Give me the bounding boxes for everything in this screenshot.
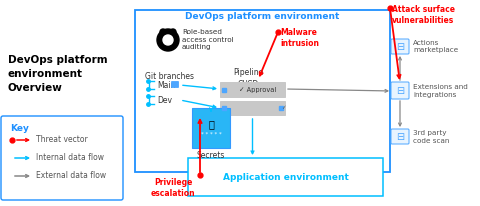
Text: Secrets: Secrets xyxy=(197,151,225,160)
FancyBboxPatch shape xyxy=(1,116,123,200)
Text: Application environment: Application environment xyxy=(223,172,348,181)
Circle shape xyxy=(163,35,173,45)
Text: External data flow: External data flow xyxy=(36,172,106,180)
Text: DevOps platform environment: DevOps platform environment xyxy=(185,12,340,21)
Circle shape xyxy=(160,29,166,35)
Bar xyxy=(220,101,285,115)
Text: Actions
marketplace: Actions marketplace xyxy=(413,40,458,53)
Circle shape xyxy=(170,29,176,35)
Text: Main: Main xyxy=(157,81,176,89)
Circle shape xyxy=(157,29,179,51)
FancyBboxPatch shape xyxy=(391,129,409,144)
Text: ✓: ✓ xyxy=(281,105,286,110)
FancyBboxPatch shape xyxy=(391,82,409,99)
Text: 3rd party
code scan: 3rd party code scan xyxy=(413,130,449,144)
FancyBboxPatch shape xyxy=(391,39,409,54)
Text: Internal data flow: Internal data flow xyxy=(36,153,104,163)
Text: Dev: Dev xyxy=(157,96,172,104)
Text: * * * * *: * * * * * xyxy=(201,132,221,137)
Text: Role-based
access control
auditing: Role-based access control auditing xyxy=(182,29,234,50)
Bar xyxy=(220,82,285,97)
Bar xyxy=(188,158,383,196)
Text: Attack surface
vulnerabilities: Attack surface vulnerabilities xyxy=(392,5,455,25)
Text: Pipeline
CI/CD: Pipeline CI/CD xyxy=(233,68,263,88)
Text: Key: Key xyxy=(10,124,29,133)
Text: Malware
intrusion: Malware intrusion xyxy=(280,28,319,48)
Text: Threat vector: Threat vector xyxy=(36,136,88,144)
Bar xyxy=(135,10,390,172)
Bar xyxy=(192,108,230,148)
Text: ✓ Approval: ✓ Approval xyxy=(239,87,276,92)
Text: ⊟: ⊟ xyxy=(396,41,404,52)
Text: Git branches: Git branches xyxy=(145,72,194,81)
Text: ⊟: ⊟ xyxy=(396,86,404,96)
Text: Extensions and
integrations: Extensions and integrations xyxy=(413,84,468,98)
Text: ⊟: ⊟ xyxy=(396,132,404,142)
FancyBboxPatch shape xyxy=(171,82,179,88)
Text: Privilege
escalation: Privilege escalation xyxy=(151,178,195,198)
Text: 🔒: 🔒 xyxy=(208,119,214,129)
Text: DevOps platform
environment
Overview: DevOps platform environment Overview xyxy=(8,55,108,93)
